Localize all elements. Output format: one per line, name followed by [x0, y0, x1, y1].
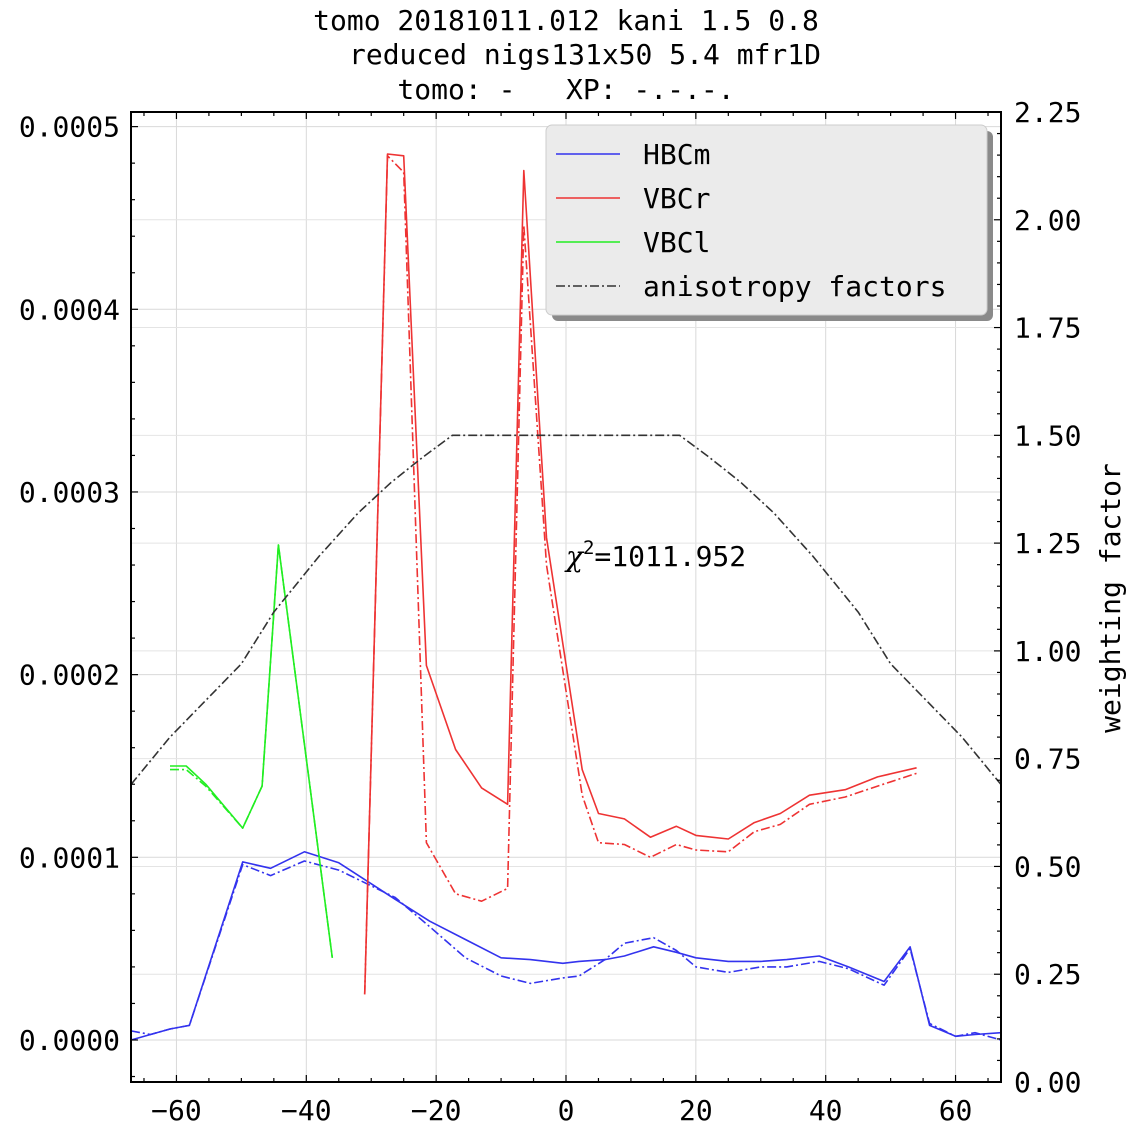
y2-tick-label: 0.75 — [1014, 743, 1081, 776]
y2-tick-label: 1.00 — [1014, 635, 1081, 668]
series-line-vbcr-model — [363, 155, 917, 995]
x-tick-label: 40 — [809, 1094, 843, 1127]
y2-tick-label: 0.25 — [1014, 958, 1081, 991]
chi-squared-annotation: χ2=1011.952 — [564, 537, 746, 573]
series-line-vbcl — [170, 544, 334, 958]
y-tick-label: 0.0002 — [19, 659, 120, 692]
series-line-hbcm-model — [130, 860, 1002, 1041]
title-line-3: tomo: - XP: -.-.-. — [397, 73, 734, 106]
x-tick-label: 60 — [939, 1094, 973, 1127]
x-axis-tick-labels: −60 −40 −20 0 20 40 60 — [151, 1094, 972, 1127]
series-line-vbcr — [363, 153, 917, 995]
series-line-vbcl-model — [170, 544, 334, 958]
y-axis-tick-labels: 0.0000 0.0001 0.0002 0.0003 0.0004 0.0005 — [19, 111, 120, 1057]
x-tick-label: 0 — [558, 1094, 575, 1127]
x-tick-label: −60 — [151, 1094, 202, 1127]
y-tick-label: 0.0000 — [19, 1024, 120, 1057]
y-tick-label: 0.0004 — [19, 293, 120, 326]
x-tick-label: 20 — [679, 1094, 713, 1127]
legend-label: VBCr — [643, 182, 710, 215]
title-line-2: reduced nigs131x50 5.4 mfr1D — [349, 38, 821, 71]
plot-series — [130, 153, 1002, 1041]
y-tick-label: 0.0005 — [19, 111, 120, 144]
y2-tick-label: 0.00 — [1014, 1066, 1081, 1099]
legend-box — [545, 124, 988, 316]
title-line-1: tomo 20181011.012 kani 1.5 0.8 — [313, 4, 819, 37]
axis-ticks — [131, 111, 1001, 1083]
legend: HBCm VBCr VBCl anisotropy factors — [545, 124, 993, 321]
x-tick-label: −20 — [411, 1094, 462, 1127]
x-tick-label: −40 — [281, 1094, 332, 1127]
y2-tick-label: 2.00 — [1014, 204, 1081, 237]
legend-label: HBCm — [643, 138, 710, 171]
y2-axis-tick-labels: 0.00 0.25 0.50 0.75 1.00 1.25 1.50 1.75 2.00 2.25 — [1014, 96, 1081, 1099]
y2-tick-label: 1.75 — [1014, 312, 1081, 345]
y2-tick-label: 2.25 — [1014, 96, 1081, 129]
y-tick-label: 0.0001 — [19, 841, 120, 874]
y2-tick-label: 1.50 — [1014, 419, 1081, 452]
legend-label: anisotropy factors — [643, 270, 946, 303]
y-tick-label: 0.0003 — [19, 476, 120, 509]
legend-label: VBCl — [643, 226, 710, 259]
y2-tick-label: 1.25 — [1014, 527, 1081, 560]
y2-tick-label: 0.50 — [1014, 850, 1081, 883]
y2-axis-label: weighting factor — [1094, 463, 1127, 733]
series-line-anisotropy-factors — [130, 434, 1002, 786]
chart-title: tomo 20181011.012 kani 1.5 0.8 reduced n… — [313, 4, 821, 106]
